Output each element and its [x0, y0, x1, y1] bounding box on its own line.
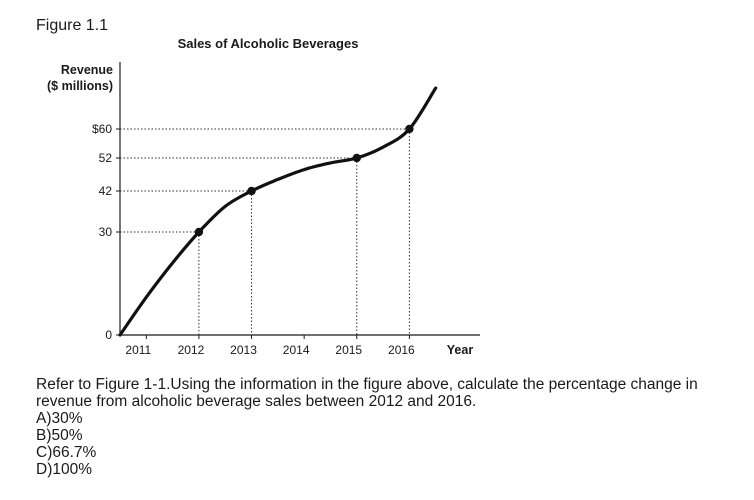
chart-title: Sales of Alcoholic Beverages — [178, 36, 359, 51]
data-point — [405, 124, 414, 134]
x-tick-label: 2014 — [283, 343, 310, 357]
question-text: Refer to Figure 1-1.Using the informatio… — [36, 376, 698, 410]
data-point — [194, 227, 204, 237]
x-tick-label: 2011 — [125, 343, 151, 357]
x-tick-label: 2015 — [335, 343, 362, 357]
question-block: Refer to Figure 1-1.Using the informatio… — [36, 376, 736, 478]
x-axis-label: Year — [447, 343, 474, 357]
data-point — [352, 153, 361, 163]
answer-option-d[interactable]: D)100% — [36, 461, 92, 478]
y-axis-label-line2: ($ millions) — [47, 79, 113, 93]
answer-option-b[interactable]: B)50% — [36, 427, 83, 444]
answer-option-a[interactable]: A)30% — [36, 410, 83, 427]
revenue-line-chart: Sales of Alcoholic Beverages Revenue ($ … — [47, 36, 480, 357]
y-tick-label: 0 — [105, 328, 112, 342]
x-tick-label: 2012 — [178, 343, 205, 357]
revenue-curve — [118, 86, 438, 337]
y-axis-label-line1: Revenue — [61, 63, 113, 77]
y-tick-label: 52 — [99, 151, 113, 165]
x-tick-label: 2013 — [230, 343, 257, 357]
figure-label: Figure 1.1 — [36, 17, 109, 34]
answer-option-c[interactable]: C)66.7% — [36, 444, 97, 461]
y-tick-label: 42 — [99, 184, 113, 198]
y-tick-label: $60 — [92, 122, 112, 136]
data-point — [247, 186, 256, 196]
y-tick-label: 30 — [99, 225, 113, 239]
x-tick-label: 2016 — [388, 343, 415, 357]
